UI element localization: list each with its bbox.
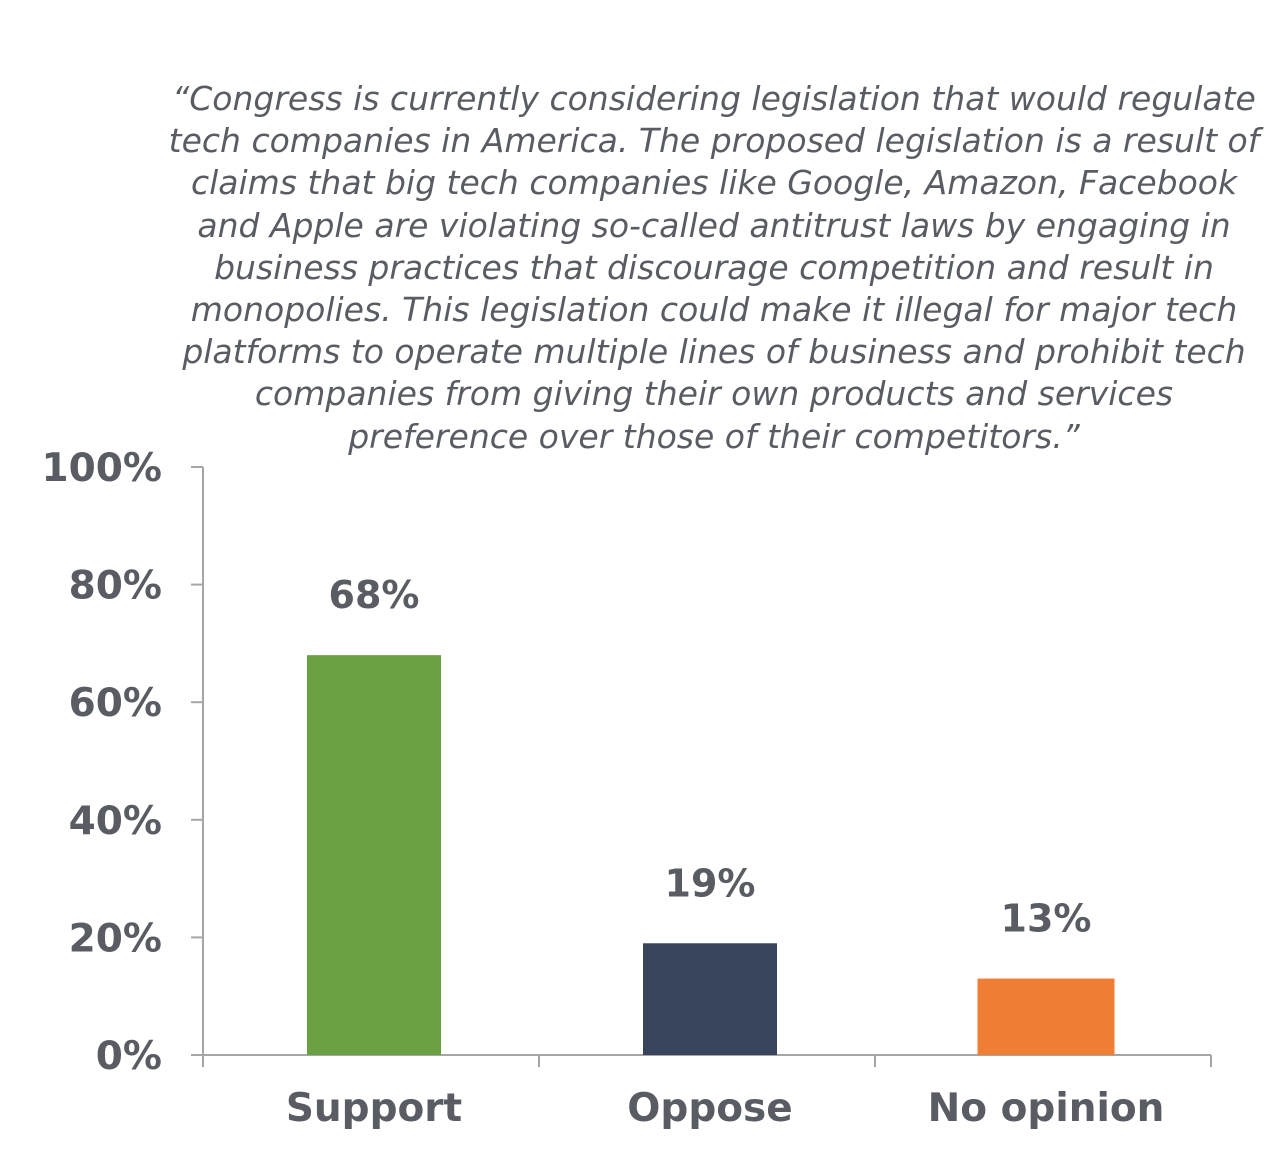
y-tick-label: 20%	[69, 916, 162, 961]
bar-oppose	[643, 943, 777, 1055]
y-tick-label: 60%	[69, 681, 162, 726]
bar-no-opinion	[977, 978, 1115, 1055]
bars	[307, 655, 1115, 1055]
bar-value-label: 19%	[665, 861, 756, 905]
bar-support	[307, 655, 441, 1055]
chart-title: “Congress is currently considering legis…	[168, 79, 1260, 456]
bar-value-label: 68%	[329, 573, 420, 617]
x-axis: Support Oppose No opinion	[202, 1054, 1212, 1131]
y-tick-label: 0%	[96, 1034, 162, 1079]
category-label: Support	[286, 1086, 462, 1131]
y-tick-label: 100%	[42, 446, 163, 491]
category-label: No opinion	[928, 1086, 1165, 1131]
category-label: Oppose	[627, 1086, 792, 1131]
y-tick-label: 80%	[69, 564, 162, 609]
y-tick-label: 40%	[69, 799, 162, 844]
y-axis: 0% 20% 40% 60% 80% 100%	[42, 446, 204, 1079]
bar-value-label: 13%	[1001, 897, 1092, 941]
data-labels: 68% 19% 13%	[329, 573, 1092, 940]
